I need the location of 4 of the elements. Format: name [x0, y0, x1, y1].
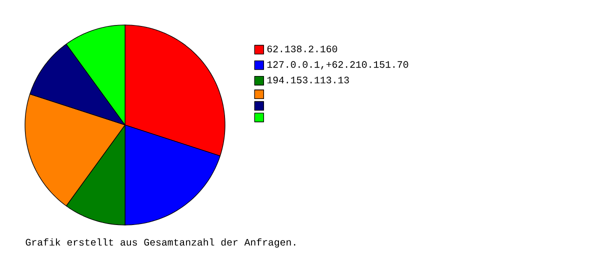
legend-label: 62.138.2.160 [267, 46, 338, 52]
legend-label: 194.153.113.13 [267, 76, 349, 84]
legend-label: 127.0.0.1,+62.210.151.70 [267, 61, 408, 70]
text: Grafik erstellt aus Gesamtanzahl der Anfragen. [26, 238, 296, 248]
